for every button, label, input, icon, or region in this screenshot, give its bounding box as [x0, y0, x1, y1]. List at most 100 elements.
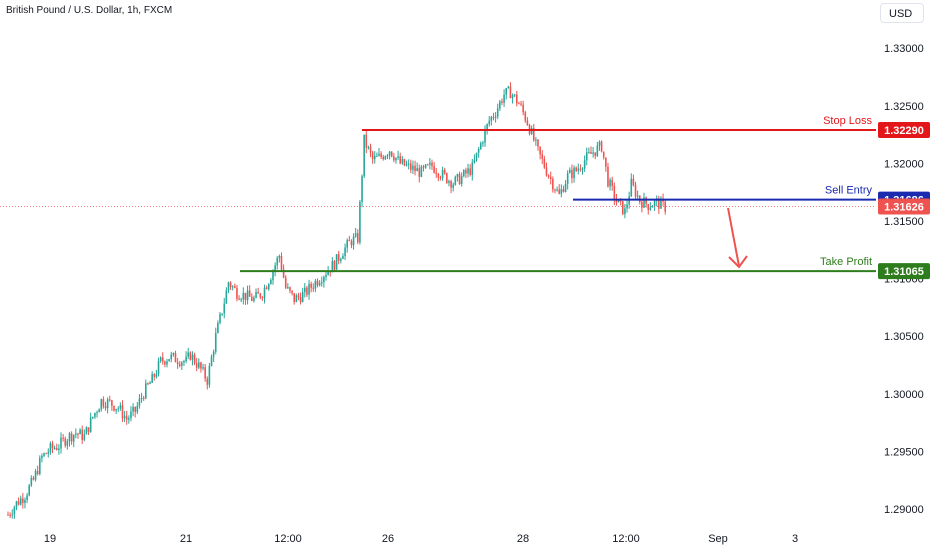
candles: [7, 82, 666, 519]
candle-body: [556, 189, 558, 191]
level-tag-value: 1.32290: [884, 125, 924, 137]
candle-body: [456, 174, 459, 177]
candle-body: [350, 241, 353, 246]
candle-body: [68, 433, 71, 442]
candle-body: [236, 287, 238, 299]
candle-body: [159, 357, 162, 361]
candle-body: [337, 254, 340, 261]
candle-body: [507, 86, 510, 89]
candle-body: [193, 354, 196, 364]
candle-body: [437, 174, 440, 178]
candle-body: [446, 173, 448, 183]
candle-body: [58, 448, 60, 450]
candle-body: [130, 411, 132, 419]
candle-body: [297, 295, 300, 298]
candle-body: [70, 433, 73, 442]
candle-body: [185, 356, 187, 362]
candle-body: [426, 164, 429, 166]
level-tag: [878, 121, 930, 138]
candle-body: [229, 282, 232, 288]
candle-body: [643, 197, 645, 208]
candle-body: [482, 142, 484, 144]
candle-body: [600, 141, 603, 152]
x-tick-label: 21: [180, 533, 192, 545]
level-label: Sell Entry: [825, 185, 873, 197]
candle-body: [594, 152, 597, 156]
candle-body: [123, 416, 126, 419]
candle-body: [22, 498, 24, 503]
x-tick-label: 28: [517, 533, 529, 545]
candle-body: [75, 433, 77, 435]
candle-body: [246, 290, 249, 301]
candle-body: [539, 146, 541, 155]
candle-body: [284, 277, 287, 288]
level-label: Stop Loss: [823, 115, 872, 127]
candle-body: [479, 143, 482, 150]
arrow-head: [728, 255, 748, 269]
candle-body: [617, 199, 620, 203]
currency-button[interactable]: USD: [880, 3, 924, 23]
candle-body: [585, 152, 588, 161]
candle-body: [208, 365, 211, 385]
price-axis[interactable]: 1.290001.295001.300001.305001.310001.315…: [884, 43, 924, 516]
candle-body: [53, 447, 56, 449]
candle-body: [622, 201, 624, 215]
candle-body: [289, 287, 291, 291]
candle-body: [181, 362, 183, 366]
arrow-shaft: [727, 207, 740, 267]
candle-body: [418, 168, 421, 177]
candle-body: [412, 165, 414, 170]
time-axis[interactable]: 19 21 12:00 26 28 12:00 Sep 3: [44, 533, 798, 545]
candle-body: [72, 434, 75, 442]
candle-body: [532, 128, 535, 141]
candle-body: [554, 189, 556, 191]
candle-body: [176, 362, 179, 364]
candle-body: [121, 405, 124, 419]
candle-body: [13, 507, 16, 515]
candle-body: [55, 447, 58, 450]
candle-body: [494, 116, 497, 118]
candle-body: [94, 412, 96, 417]
candle-body: [450, 181, 452, 188]
candle-body: [198, 362, 200, 368]
candle-body: [77, 433, 79, 435]
candle-body: [448, 181, 450, 183]
candle-body: [64, 438, 67, 446]
candle-body: [458, 174, 461, 185]
candle-body: [36, 470, 39, 475]
candle-body: [278, 256, 281, 258]
candle-body: [558, 189, 560, 194]
candle-body: [270, 280, 272, 284]
candle-body: [17, 501, 20, 505]
candle-body: [335, 254, 338, 270]
candle-body: [210, 356, 213, 366]
candle-body: [399, 156, 401, 164]
candle-body: [535, 139, 537, 141]
candle-body: [503, 94, 505, 103]
candle-body: [66, 441, 69, 446]
candle-body: [259, 293, 262, 298]
candle-body: [630, 178, 633, 197]
candle-body: [24, 499, 26, 503]
candle-body: [598, 141, 601, 146]
candle-body: [280, 256, 283, 270]
candle-body: [429, 162, 431, 165]
candle-body: [325, 274, 327, 277]
candle-body: [361, 176, 363, 202]
candle-body: [221, 313, 223, 315]
candle-body: [195, 363, 198, 368]
candle-body: [658, 198, 660, 209]
candle-body: [151, 374, 153, 383]
candle-body: [251, 296, 253, 301]
candle-body: [609, 179, 611, 187]
candle-body: [306, 287, 308, 295]
candle-body: [465, 170, 467, 174]
candle-body: [263, 287, 266, 299]
candle-body: [475, 152, 478, 160]
candle-body: [340, 258, 342, 261]
candle-body: [543, 158, 546, 168]
candle-body: [238, 298, 240, 300]
candle-body: [272, 271, 274, 281]
candle-body: [41, 455, 43, 459]
